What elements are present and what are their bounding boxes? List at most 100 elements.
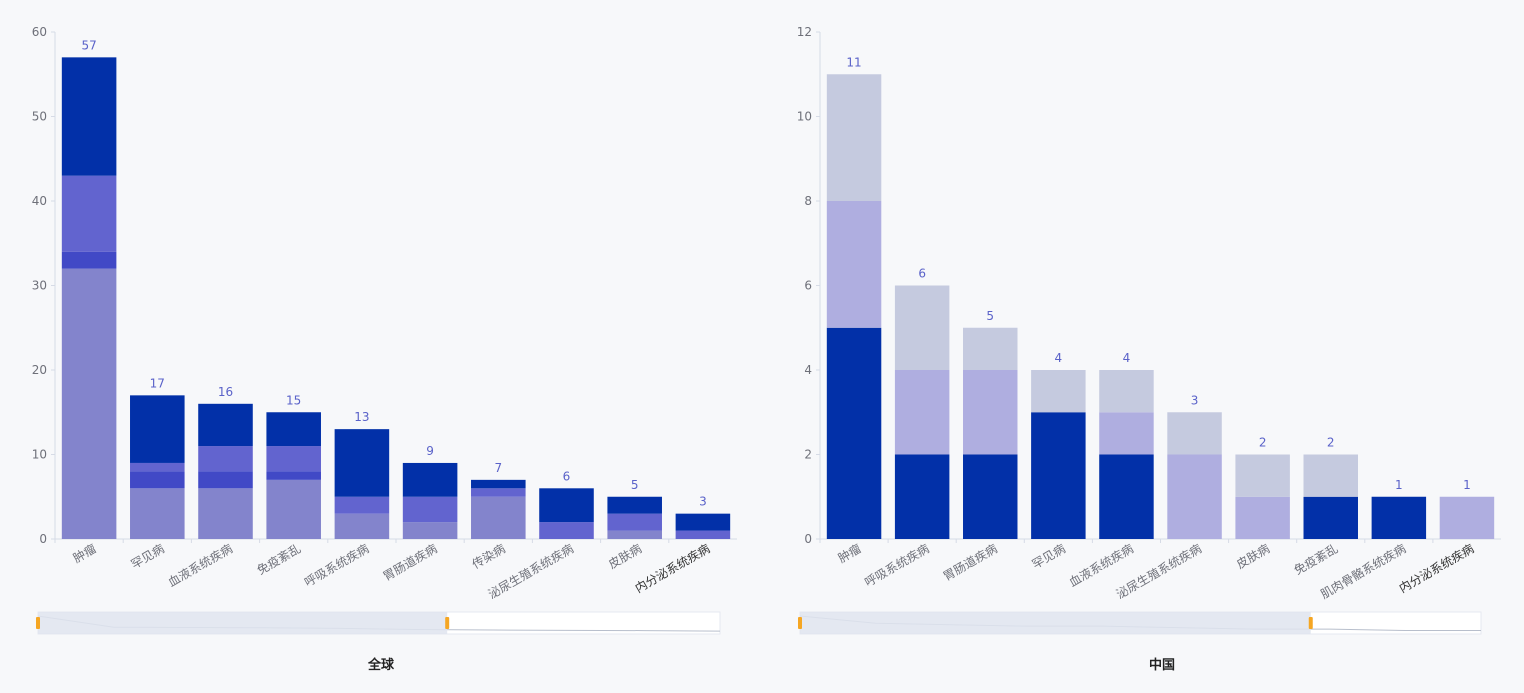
bar-segment[interactable] <box>1167 412 1222 455</box>
bar-segment[interactable] <box>963 454 1018 540</box>
x-tick-label: 血液系统疾病 <box>165 541 235 590</box>
bar-segment[interactable] <box>1099 412 1154 455</box>
y-tick-label: 6 <box>804 279 812 293</box>
bar-total-label: 4 <box>1123 351 1131 365</box>
bar-segment[interactable] <box>266 479 321 539</box>
bar-segment[interactable] <box>198 403 253 447</box>
bar-segment[interactable] <box>266 412 321 447</box>
bar-segment[interactable] <box>61 268 117 539</box>
bar-segment[interactable] <box>130 395 185 463</box>
bar-segment[interactable] <box>826 327 882 539</box>
chart-china: 02468101211肿瘤6呼吸系统疾病5胃肠道疾病4罕见病4血液系统疾病3泌尿… <box>797 25 1501 673</box>
bar-segment[interactable] <box>61 175 117 252</box>
bar-segment[interactable] <box>1099 370 1154 413</box>
bar-segment[interactable] <box>61 57 117 176</box>
y-tick-label: 12 <box>797 25 812 39</box>
bar-segment[interactable] <box>894 370 950 455</box>
bar-total-label: 16 <box>218 385 233 399</box>
y-tick-label: 10 <box>32 448 47 462</box>
bar-total-label: 6 <box>563 469 571 483</box>
x-tick-label: 肿瘤 <box>835 541 863 566</box>
bar-segment[interactable] <box>1167 454 1222 540</box>
chart-title: 中国 <box>1149 657 1175 673</box>
bar-total-label: 1 <box>1395 478 1403 492</box>
bar-segment[interactable] <box>1303 454 1358 497</box>
bar-segment[interactable] <box>1031 370 1086 413</box>
bar-total-label: 11 <box>846 55 861 69</box>
bar-segment[interactable] <box>894 454 950 540</box>
y-tick-label: 30 <box>32 279 47 293</box>
x-tick-label: 胃肠道疾病 <box>380 541 439 584</box>
bar-segment[interactable] <box>1371 496 1427 539</box>
bar-segment[interactable] <box>198 446 253 472</box>
bar-segment[interactable] <box>963 370 1018 455</box>
bar-segment[interactable] <box>826 74 882 201</box>
x-tick-label: 传染病 <box>469 541 508 572</box>
bar-segment[interactable] <box>607 496 662 514</box>
x-tick-label: 皮肤病 <box>1233 541 1272 572</box>
y-tick-label: 50 <box>32 110 47 124</box>
bar-segment[interactable] <box>1099 454 1154 540</box>
x-tick-label: 胃肠道疾病 <box>940 541 999 584</box>
bar-segment[interactable] <box>607 530 662 539</box>
zoom-selection[interactable] <box>800 612 1311 634</box>
bar-segment[interactable] <box>1235 454 1290 497</box>
bar-segment[interactable] <box>198 488 253 539</box>
y-tick-label: 40 <box>32 194 47 208</box>
x-tick-label: 罕见病 <box>128 541 167 572</box>
bar-segment[interactable] <box>826 201 882 328</box>
bar-segment[interactable] <box>61 251 117 269</box>
bar-segment[interactable] <box>334 429 390 497</box>
bar-segment[interactable] <box>130 462 185 472</box>
zoom-selection[interactable] <box>38 612 448 634</box>
bar-total-label: 3 <box>1191 393 1199 407</box>
bar-total-label: 17 <box>150 376 165 390</box>
bar-segment[interactable] <box>402 496 458 523</box>
bar-segment[interactable] <box>402 462 458 497</box>
y-tick-label: 2 <box>804 448 812 462</box>
bar-segment[interactable] <box>130 488 185 539</box>
zoom-handle-left[interactable] <box>36 617 40 629</box>
zoom-handle-left[interactable] <box>798 617 802 629</box>
bar-segment[interactable] <box>402 522 458 539</box>
bar-total-label: 4 <box>1055 351 1063 365</box>
zoom-handle-right[interactable] <box>445 617 450 629</box>
bar-segment[interactable] <box>471 496 526 539</box>
x-tick-label: 呼吸系统疾病 <box>302 541 372 590</box>
bar-total-label: 13 <box>354 410 369 424</box>
bar-segment[interactable] <box>1303 496 1358 539</box>
bar-total-label: 15 <box>286 393 301 407</box>
y-tick-label: 0 <box>39 532 47 546</box>
bar-total-label: 2 <box>1259 436 1267 450</box>
x-tick-label: 免疫紊乱 <box>254 541 303 578</box>
bar-segment[interactable] <box>1031 412 1086 539</box>
bar-segment[interactable] <box>539 522 594 539</box>
bar-segment[interactable] <box>471 479 526 489</box>
bar-total-label: 57 <box>81 38 96 52</box>
y-tick-label: 0 <box>804 532 812 546</box>
y-tick-label: 10 <box>797 110 812 124</box>
y-tick-label: 20 <box>32 363 47 377</box>
bar-segment[interactable] <box>1439 496 1495 539</box>
chart-title: 全球 <box>367 657 395 673</box>
x-tick-label: 罕见病 <box>1029 541 1068 572</box>
bar-segment[interactable] <box>130 471 185 489</box>
bar-segment[interactable] <box>334 513 390 539</box>
bar-segment[interactable] <box>675 530 731 539</box>
x-tick-label: 肿瘤 <box>70 541 98 566</box>
zoom-handle-right[interactable] <box>1308 617 1313 629</box>
bar-segment[interactable] <box>963 327 1018 370</box>
bar-segment[interactable] <box>471 488 526 497</box>
bar-segment[interactable] <box>334 496 390 514</box>
bar-total-label: 5 <box>631 478 639 492</box>
bar-segment[interactable] <box>266 446 321 472</box>
bar-segment[interactable] <box>539 488 594 523</box>
bar-segment[interactable] <box>198 471 253 489</box>
bar-segment[interactable] <box>894 285 950 371</box>
bar-segment[interactable] <box>607 513 662 531</box>
bar-segment[interactable] <box>266 471 321 480</box>
bar-segment[interactable] <box>1235 496 1290 539</box>
bar-segment[interactable] <box>675 513 731 531</box>
y-tick-label: 60 <box>32 25 47 39</box>
